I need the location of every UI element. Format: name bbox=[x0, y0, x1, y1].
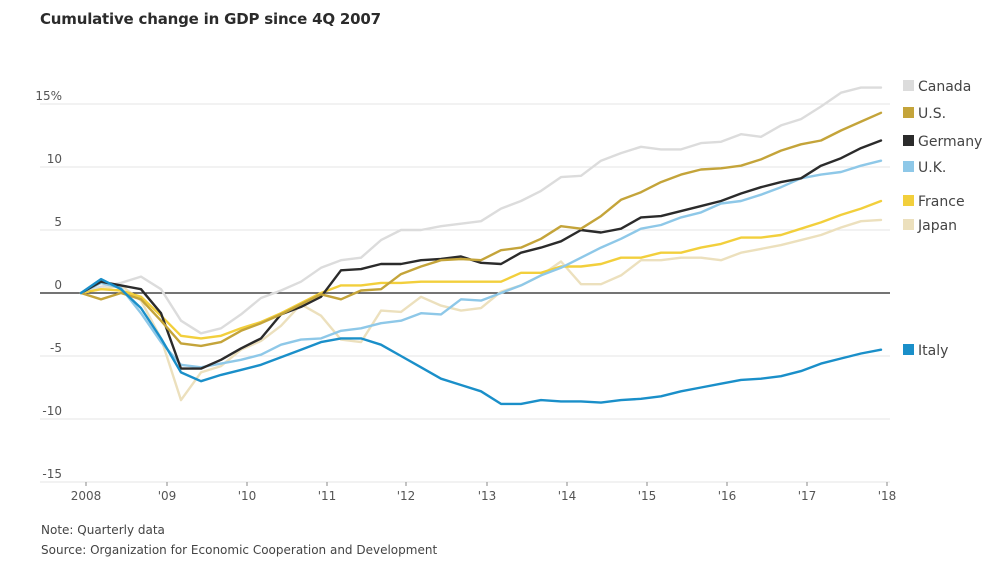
series-line-us bbox=[79, 111, 883, 348]
series-line-france bbox=[79, 199, 883, 340]
x-tick-label: '18 bbox=[878, 489, 897, 503]
y-tick-label: 5 bbox=[54, 215, 62, 229]
series-lines bbox=[79, 86, 883, 406]
legend-swatch bbox=[903, 135, 914, 146]
legend-swatch bbox=[903, 161, 914, 172]
legend-label: U.S. bbox=[918, 106, 946, 122]
x-axis: 2008 '09 '10 '11 '12 '13 '14 '15 '16 '17 '18 bbox=[71, 482, 897, 503]
series-line-italy bbox=[79, 277, 883, 406]
x-tick-label: 2008 bbox=[71, 489, 102, 503]
source-note: Source: Organization for Economic Cooper… bbox=[41, 543, 438, 557]
y-tick-label: 0 bbox=[54, 278, 62, 292]
legend-label: Italy bbox=[918, 343, 948, 359]
x-tick-label: '11 bbox=[318, 489, 337, 503]
x-tick-label: '13 bbox=[478, 489, 497, 503]
legend-label: U.K. bbox=[918, 160, 946, 176]
legend-swatch bbox=[903, 80, 914, 91]
legend-item-us: U.S. bbox=[903, 106, 946, 122]
x-tick-label: '16 bbox=[718, 489, 737, 503]
legend-swatch bbox=[903, 344, 914, 355]
x-tick-label: '14 bbox=[558, 489, 577, 503]
legend-swatch bbox=[903, 195, 914, 206]
y-tick-label: 10 bbox=[47, 152, 62, 166]
footnote: Note: Quarterly data bbox=[41, 523, 165, 537]
series-line-uk bbox=[79, 159, 883, 369]
legend-label: France bbox=[918, 194, 965, 210]
gridlines bbox=[40, 103, 890, 483]
series-line-canada bbox=[79, 86, 883, 335]
x-tick-label: '12 bbox=[397, 489, 416, 503]
x-tick-label: '09 bbox=[158, 489, 177, 503]
y-tick-label: -10 bbox=[42, 404, 62, 418]
x-tick-label: '15 bbox=[638, 489, 657, 503]
chart-title: Cumulative change in GDP since 4Q 2007 bbox=[40, 10, 381, 28]
y-tick-label: -15 bbox=[42, 467, 62, 481]
legend-swatch bbox=[903, 107, 914, 118]
y-tick-label: -5 bbox=[50, 341, 62, 355]
x-tick-label: '17 bbox=[798, 489, 817, 503]
legend-item-canada: Canada bbox=[903, 79, 971, 95]
x-tick-label: '10 bbox=[238, 489, 257, 503]
legend-label: Canada bbox=[918, 79, 971, 95]
legend-label: Germany bbox=[918, 134, 982, 150]
y-tick-label: 15% bbox=[35, 89, 62, 103]
series-line-japan bbox=[79, 218, 883, 402]
legend-swatch bbox=[903, 219, 914, 230]
legend-label: Japan bbox=[917, 218, 957, 234]
legend-item-germany: Germany bbox=[903, 134, 982, 150]
legend-item-uk: U.K. bbox=[903, 160, 946, 176]
series-line-germany bbox=[79, 139, 883, 370]
legend: Canada U.S. Germany U.K. France Japan Italy bbox=[903, 79, 982, 359]
legend-item-japan: Japan bbox=[903, 218, 957, 234]
legend-item-italy: Italy bbox=[903, 343, 948, 359]
y-axis: 15% 10 5 0 -5 -10 -15 bbox=[35, 89, 62, 481]
legend-item-france: France bbox=[903, 194, 965, 210]
